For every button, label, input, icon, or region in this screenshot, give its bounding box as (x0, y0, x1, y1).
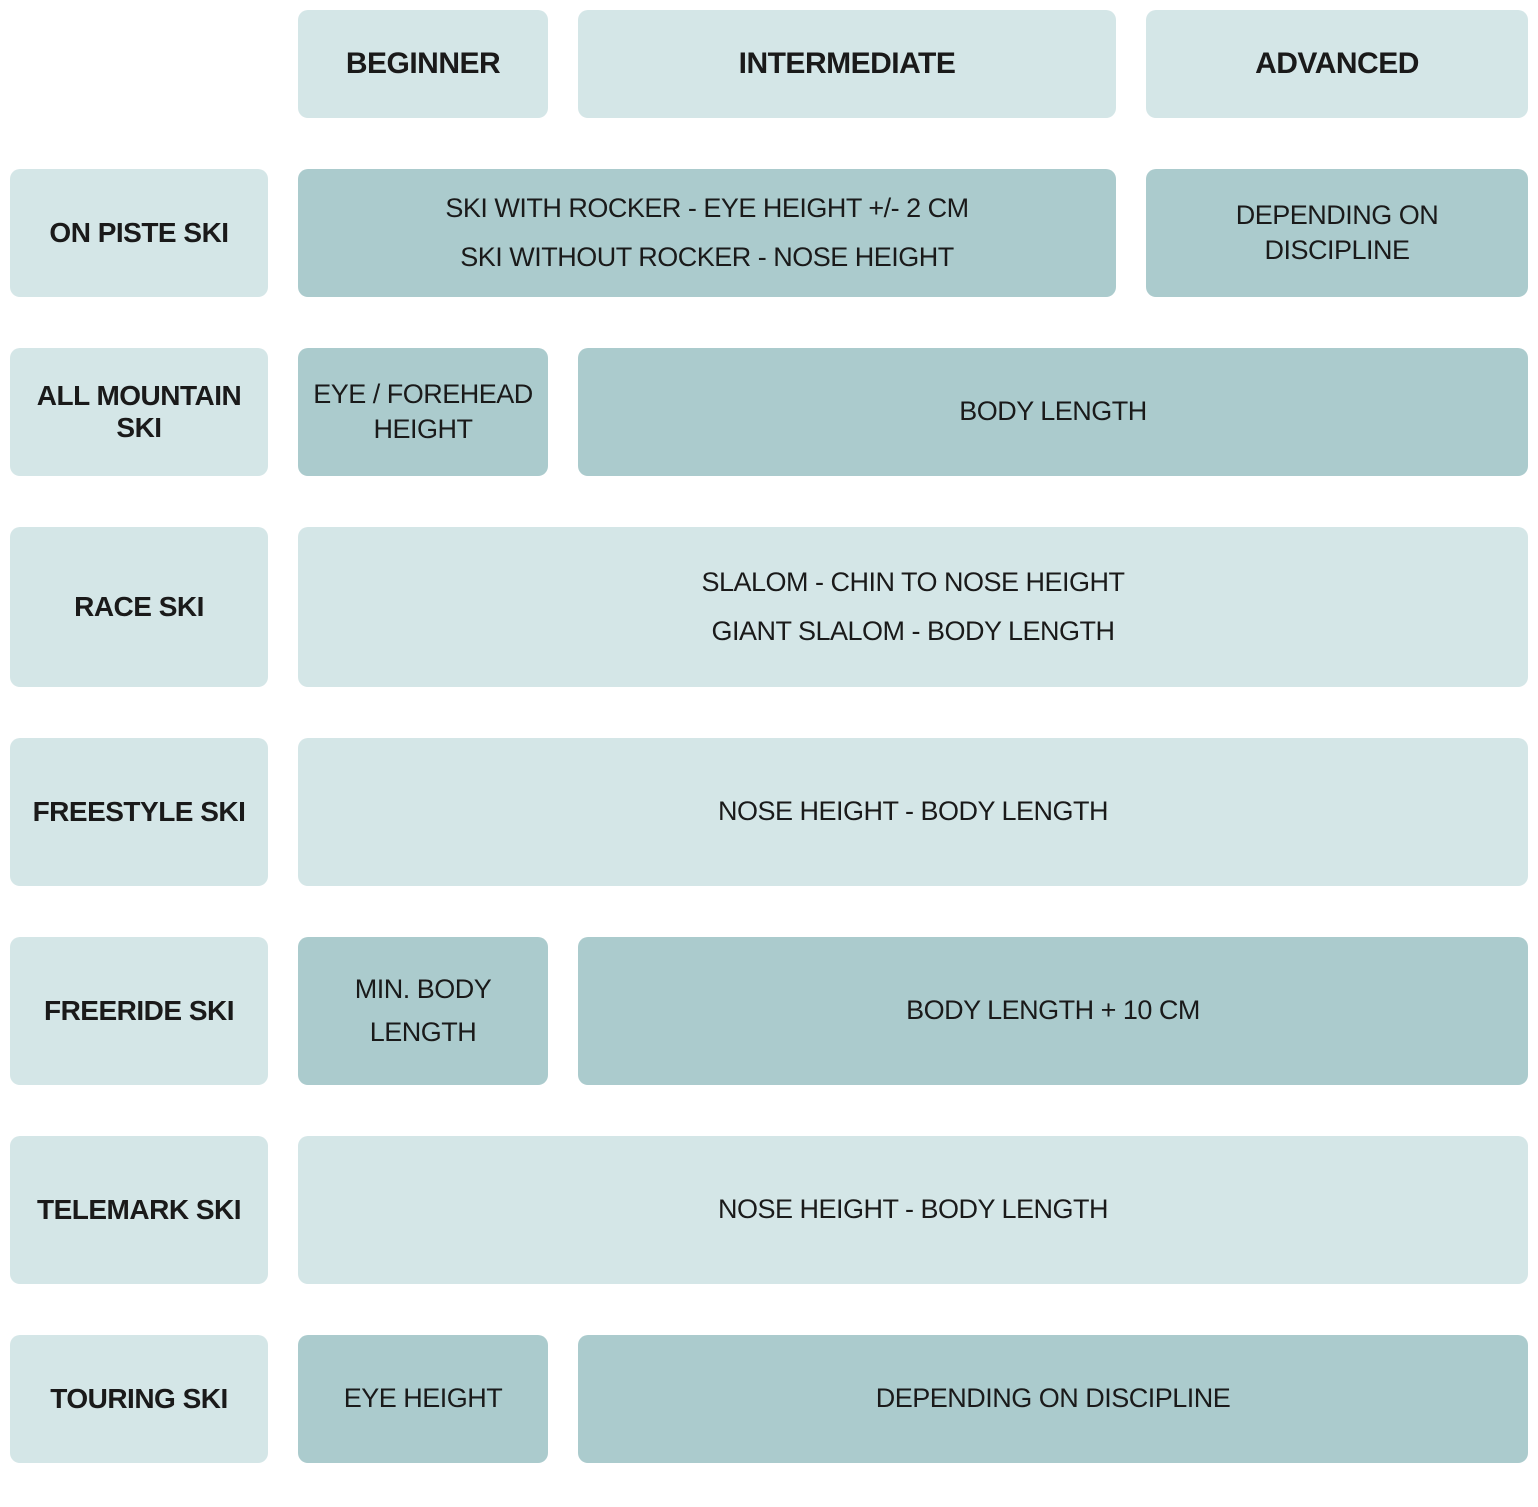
cell-freestyle-all: NOSE HEIGHT - BODY LENGTH (298, 738, 1528, 886)
row-label-all-mountain-l1: ALL MOUNTAIN (37, 380, 242, 412)
header-intermediate-label: INTERMEDIATE (739, 47, 956, 81)
cell-telemark-all-text: NOSE HEIGHT - BODY LENGTH (718, 1188, 1108, 1231)
cell-freeride-int-adv-text: BODY LENGTH + 10 CM (906, 989, 1200, 1032)
row-label-telemark: TELEMARK SKI (10, 1136, 268, 1284)
row-label-touring-text: TOURING SKI (50, 1383, 228, 1415)
cell-freeride-beg: MIN. BODY LENGTH (298, 937, 548, 1085)
row-label-freestyle: FREESTYLE SKI (10, 738, 268, 886)
header-beginner: BEGINNER (298, 10, 548, 118)
cell-telemark-all: NOSE HEIGHT - BODY LENGTH (298, 1136, 1528, 1284)
header-blank (10, 10, 268, 118)
row-label-all-mountain-l2: SKI (116, 412, 161, 444)
row-label-on-piste: ON PISTE SKI (10, 169, 268, 297)
cell-all-mountain-int-adv: BODY LENGTH (578, 348, 1528, 476)
cell-touring-beg: EYE HEIGHT (298, 1335, 548, 1463)
row-label-touring: TOURING SKI (10, 1335, 268, 1463)
cell-freeride-beg-text: MIN. BODY LENGTH (312, 968, 534, 1054)
header-advanced-label: ADVANCED (1255, 47, 1419, 81)
cell-touring-beg-text: EYE HEIGHT (344, 1377, 503, 1420)
row-label-telemark-text: TELEMARK SKI (37, 1194, 241, 1226)
cell-all-mountain-beg-l2: HEIGHT (373, 412, 472, 447)
row-label-race: RACE SKI (10, 527, 268, 687)
row-label-on-piste-text: ON PISTE SKI (49, 217, 228, 249)
cell-all-mountain-beg-l1: EYE / FOREHEAD (313, 377, 533, 412)
row-label-all-mountain: ALL MOUNTAIN SKI (10, 348, 268, 476)
cell-race-all: SLALOM - CHIN TO NOSE HEIGHT GIANT SLALO… (298, 527, 1528, 687)
cell-on-piste-adv-line1: DEPENDING ON (1236, 198, 1439, 233)
cell-on-piste-adv: DEPENDING ON DISCIPLINE (1146, 169, 1528, 297)
row-label-freeride: FREERIDE SKI (10, 937, 268, 1085)
header-advanced: ADVANCED (1146, 10, 1528, 118)
header-intermediate: INTERMEDIATE (578, 10, 1116, 118)
header-beginner-label: BEGINNER (346, 47, 500, 81)
cell-on-piste-beg-int-line1: SKI WITH ROCKER - EYE HEIGHT +/- 2 CM (445, 184, 968, 233)
row-label-freeride-text: FREERIDE SKI (44, 995, 234, 1027)
cell-race-all-l1: SLALOM - CHIN TO NOSE HEIGHT (701, 558, 1124, 607)
cell-on-piste-beg-int: SKI WITH ROCKER - EYE HEIGHT +/- 2 CM SK… (298, 169, 1116, 297)
cell-on-piste-beg-int-line2: SKI WITHOUT ROCKER - NOSE HEIGHT (460, 233, 954, 282)
cell-freeride-int-adv: BODY LENGTH + 10 CM (578, 937, 1528, 1085)
row-label-race-text: RACE SKI (74, 591, 204, 623)
cell-touring-int-adv-text: DEPENDING ON DISCIPLINE (876, 1377, 1231, 1420)
cell-freestyle-all-text: NOSE HEIGHT - BODY LENGTH (718, 790, 1108, 833)
cell-race-all-l2: GIANT SLALOM - BODY LENGTH (711, 607, 1114, 656)
cell-touring-int-adv: DEPENDING ON DISCIPLINE (578, 1335, 1528, 1463)
cell-all-mountain-int-adv-text: BODY LENGTH (959, 390, 1147, 433)
cell-on-piste-adv-line2: DISCIPLINE (1264, 233, 1409, 268)
row-label-freestyle-text: FREESTYLE SKI (33, 796, 246, 828)
ski-length-table: BEGINNER INTERMEDIATE ADVANCED ON PISTE … (10, 10, 1528, 1463)
cell-all-mountain-beg: EYE / FOREHEAD HEIGHT (298, 348, 548, 476)
